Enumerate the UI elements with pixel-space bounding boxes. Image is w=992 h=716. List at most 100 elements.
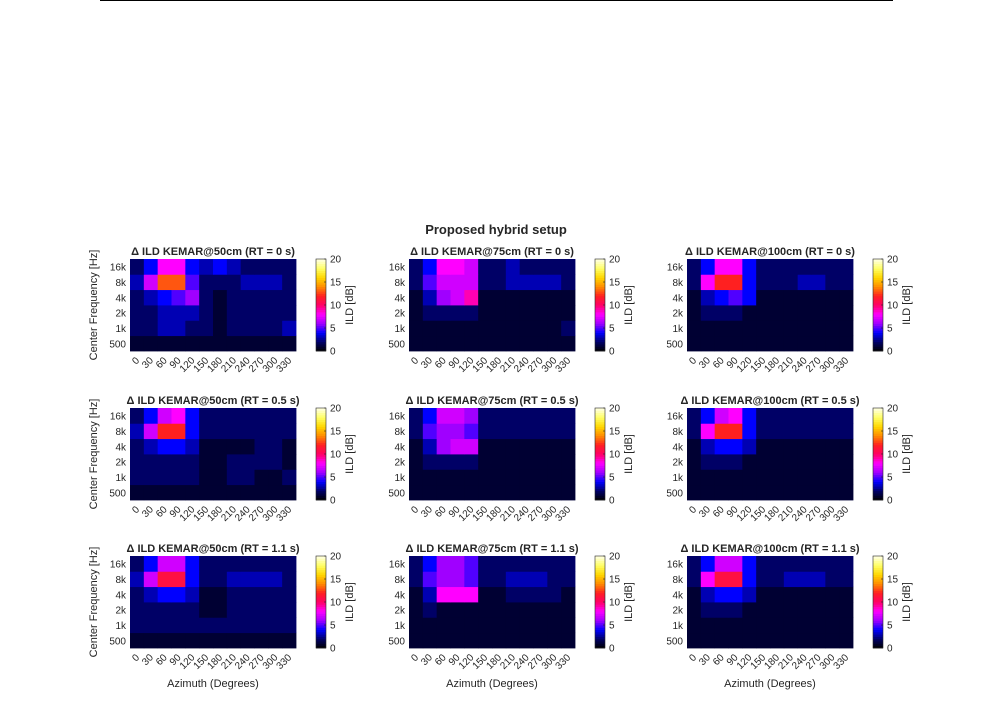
x-axis-label: Azimuth (Degrees) [446, 678, 538, 690]
heatmap-cell [409, 305, 424, 321]
colorbar-segment [873, 497, 883, 501]
heatmap-cell [756, 438, 771, 455]
heatmap-cell [436, 259, 451, 275]
heatmap-cell [728, 274, 743, 291]
colorbar-segment [873, 302, 883, 306]
top-rule [100, 0, 893, 1]
colorbar-segment [873, 486, 883, 489]
colorbar-segment [873, 298, 883, 301]
heatmap-cell [811, 556, 826, 572]
heatmap-cell [505, 320, 521, 337]
colorbar-segment [595, 417, 605, 420]
colorbar-segment [595, 330, 605, 333]
heatmap-cell [199, 408, 214, 424]
colorbar-segment [316, 447, 326, 450]
heatmap-cell [478, 632, 493, 649]
heatmap-cell [783, 289, 799, 306]
heatmap-cell [409, 617, 424, 634]
heatmap-cell [157, 454, 172, 470]
heatmap-cell [756, 274, 771, 291]
heatmap-cell [254, 586, 269, 603]
heatmap-cell [533, 571, 548, 588]
heatmap-cell [825, 274, 840, 291]
heatmap-cell [282, 438, 297, 455]
colorbar-tick-label: 15 [887, 278, 899, 289]
heatmap-cell [700, 484, 716, 501]
heatmap-cell [839, 423, 854, 440]
colorbar-segment [873, 412, 883, 416]
colorbar-segment [873, 435, 883, 439]
heatmap-cell [240, 586, 255, 603]
heatmap-cell [561, 571, 576, 588]
heatmap-cell [213, 335, 228, 352]
y-tick-label: 2k [672, 606, 684, 617]
heatmap-cell [268, 454, 283, 470]
colorbar-segment [873, 620, 883, 624]
heatmap-cell [422, 408, 438, 424]
heatmap-cell [687, 469, 702, 486]
colorbar-segment [316, 474, 326, 478]
heatmap-cell [171, 454, 186, 470]
colorbar-segment [316, 608, 326, 612]
heatmap-cell [185, 274, 200, 291]
colorbar-segment [873, 286, 883, 290]
colorbar-segment [873, 440, 883, 443]
heatmap-cell [770, 423, 785, 440]
colorbar-segment [595, 426, 605, 430]
colorbar-tick-label: 5 [887, 473, 893, 484]
heatmap-cell [783, 484, 799, 501]
heatmap-cell [561, 259, 576, 275]
y-tick-label: 8k [672, 575, 684, 586]
heatmap-cell [687, 617, 702, 634]
heatmap-cell [783, 617, 799, 634]
heatmap-cell [199, 484, 214, 501]
heatmap-cell [533, 484, 548, 501]
colorbar-segment [595, 277, 605, 281]
heatmap-cell [143, 274, 159, 291]
heatmap-cell [450, 408, 465, 424]
heatmap-cell [519, 408, 534, 424]
heatmap-cell [464, 556, 479, 572]
y-tick-label: 16k [389, 560, 406, 571]
colorbar-segment [873, 447, 883, 450]
heatmap-cell [687, 408, 702, 424]
colorbar-segment [595, 595, 605, 598]
colorbar-segment [595, 604, 605, 607]
heatmap-cell [700, 320, 716, 337]
colorbar-segment [595, 265, 605, 269]
heatmap-cell [409, 571, 424, 588]
heatmap-cell [561, 274, 576, 291]
heatmap-grid: Δ ILD KEMAR@50cm (RT = 0 s)5001k2k4k8k16… [88, 246, 913, 690]
heatmap-cell [409, 602, 424, 618]
heatmap-cell [409, 586, 424, 603]
colorbar-tick-label: 15 [609, 427, 621, 438]
heatmap-cell [492, 617, 507, 634]
heatmap-cell [492, 289, 507, 306]
heatmap-cell [213, 571, 228, 588]
y-tick-label: 8k [115, 575, 127, 586]
heatmap-cell [171, 335, 186, 352]
heatmap-cell [687, 423, 702, 440]
heatmap-cell [742, 274, 757, 291]
heatmap-cell [547, 469, 562, 486]
y-axis-label: Center Frequency [Hz] [88, 399, 100, 510]
heatmap-cell [547, 556, 562, 572]
colorbar-segment [595, 442, 605, 446]
heatmap-cell [226, 274, 242, 291]
heatmap-cell [839, 259, 854, 275]
heatmap-cell [519, 617, 534, 634]
heatmap-cell [213, 602, 228, 618]
heatmap-cell [464, 632, 479, 649]
heatmap-cell [130, 632, 145, 649]
heatmap-cell [687, 259, 702, 275]
x-tick-label: 330 [832, 355, 852, 375]
colorbar-segment [873, 470, 883, 473]
colorbar-segment [316, 606, 326, 610]
colorbar-tick-label: 15 [887, 575, 899, 586]
colorbar-segment [873, 479, 883, 482]
heatmap-cell [478, 423, 493, 440]
colorbar-segment [316, 592, 326, 596]
heatmap-cell [561, 335, 576, 352]
heatmap-cell [505, 438, 521, 455]
heatmap-cell [533, 586, 548, 603]
